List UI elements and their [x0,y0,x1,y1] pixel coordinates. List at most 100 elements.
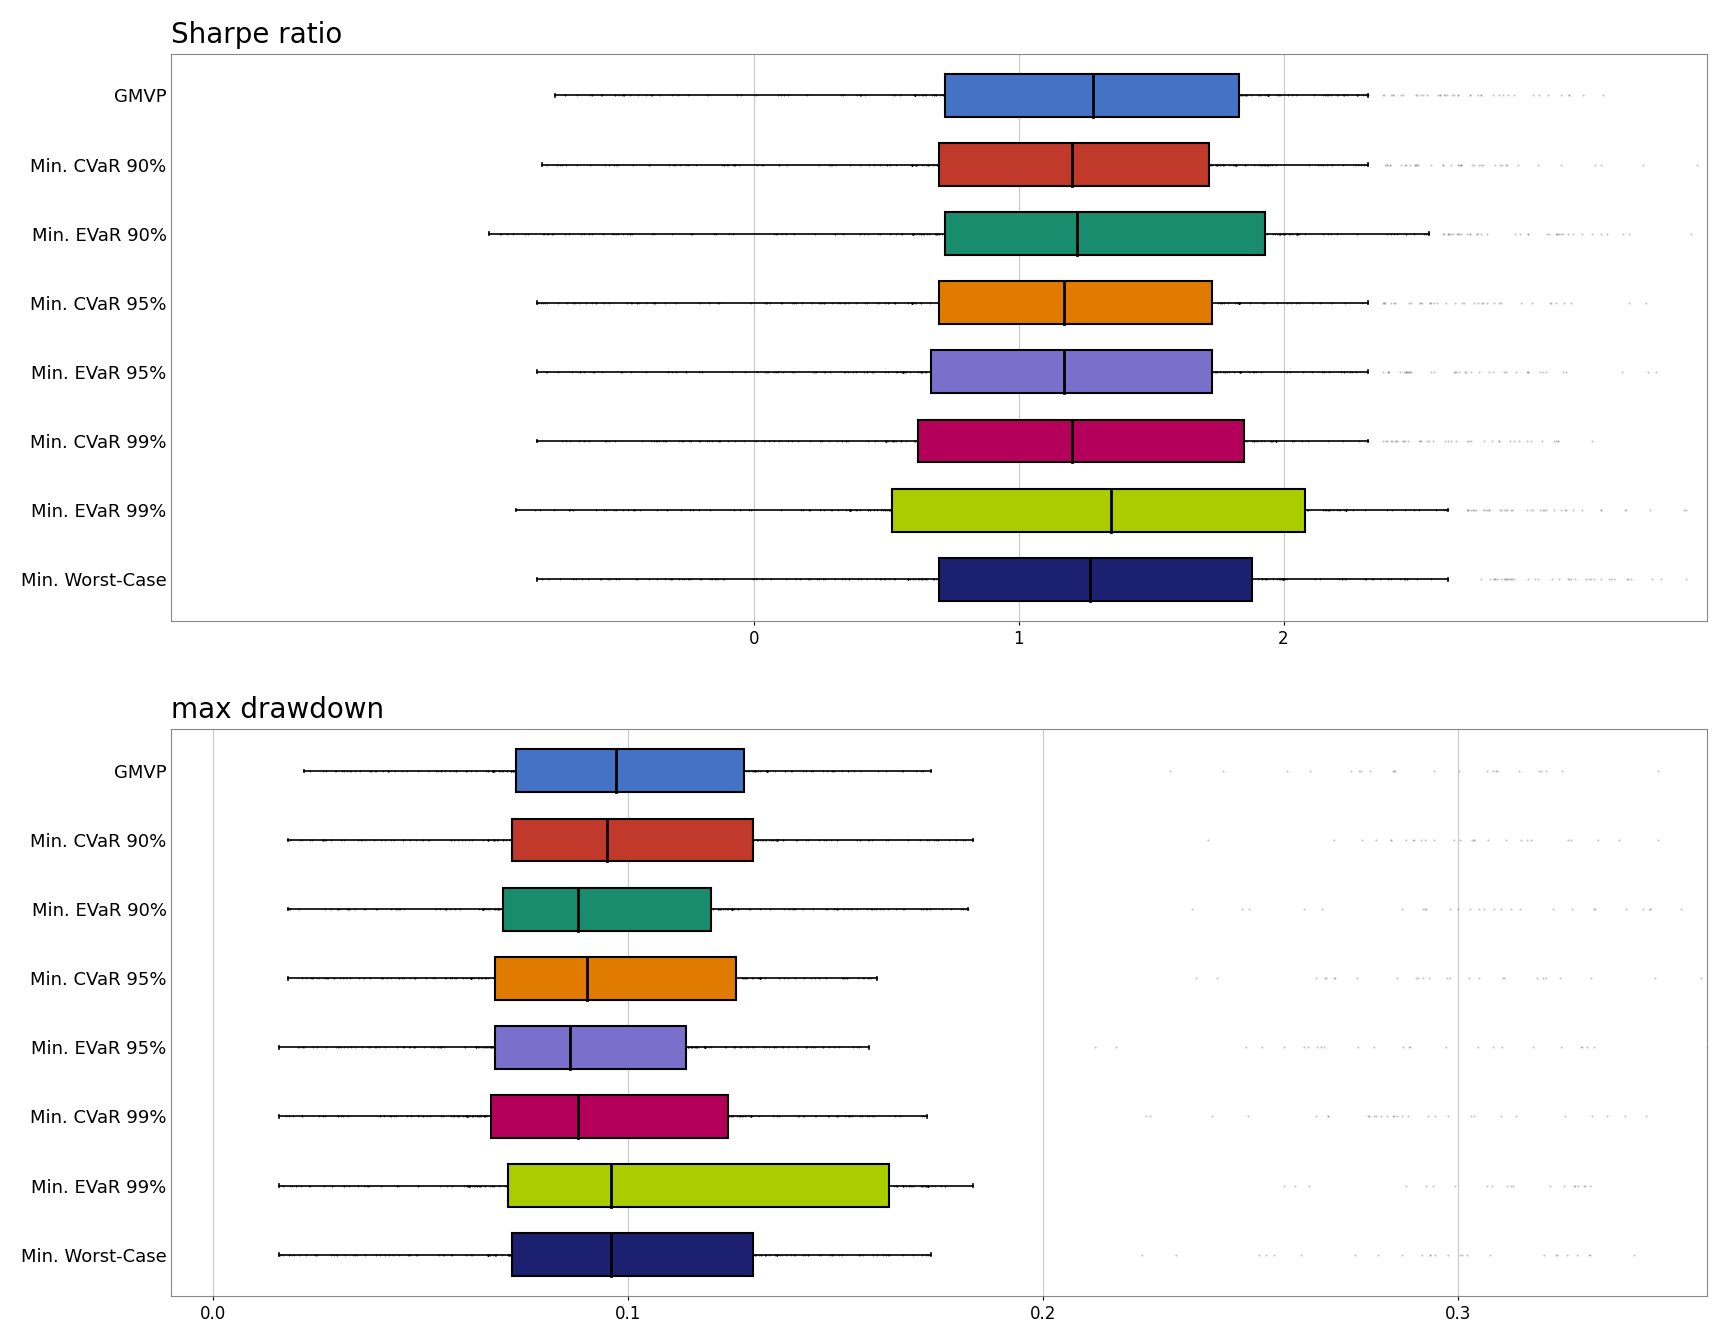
Point [726,500,753,521]
Point [622,761,650,782]
Point [1429,223,1457,245]
Point [1153,569,1180,590]
Point [593,500,620,521]
Point [992,292,1020,313]
Point [579,1245,607,1266]
Point [684,968,712,989]
Point [1305,153,1332,175]
Point [1056,85,1083,106]
Point [1016,292,1044,313]
Point [1035,292,1063,313]
Point [1104,569,1132,590]
Point [1182,500,1210,521]
Point [1533,968,1560,989]
Point [1097,153,1125,175]
Point [1206,153,1234,175]
Point [361,1036,389,1058]
Point [683,968,710,989]
Point [1016,85,1044,106]
Point [1006,223,1033,245]
Point [1147,153,1175,175]
Point [1218,85,1246,106]
Point [907,500,935,521]
Point [1159,500,1187,521]
Point [577,898,605,919]
Point [473,1245,501,1266]
Point [1496,1175,1524,1196]
Point [1189,292,1217,313]
Point [593,1175,620,1196]
Point [1227,362,1255,383]
Point [1331,85,1358,106]
Point [1394,362,1422,383]
Point [805,1245,833,1266]
Point [743,829,771,851]
Point [1056,85,1083,106]
Point [323,898,351,919]
Point [610,829,638,851]
Point [631,898,658,919]
Point [1436,898,1464,919]
Point [1448,153,1476,175]
Point [570,898,598,919]
Point [926,430,954,452]
Point [1011,223,1039,245]
Point [1147,430,1175,452]
Point [1526,500,1553,521]
Point [563,1036,591,1058]
Point [537,1036,565,1058]
Point [586,1036,613,1058]
Point [1059,362,1087,383]
Point [473,829,501,851]
Point [456,1175,484,1196]
Point [477,1245,505,1266]
Point [1096,292,1123,313]
Point [1253,500,1280,521]
Point [890,362,918,383]
Point [658,362,686,383]
Point [909,85,937,106]
Point [933,292,961,313]
Point [899,292,926,313]
Point [1040,153,1068,175]
Point [1194,829,1222,851]
Point [468,898,496,919]
Point [1436,223,1464,245]
Point [945,153,973,175]
Point [632,1036,660,1058]
Point [753,761,781,782]
Point [593,898,620,919]
Point [665,898,693,919]
Point [909,569,937,590]
Point [848,968,876,989]
Point [1075,569,1102,590]
Point [579,968,607,989]
Point [1633,1106,1661,1128]
Point [703,761,731,782]
Point [1111,569,1139,590]
Point [600,761,627,782]
Point [467,968,494,989]
Point [586,829,613,851]
Point [1101,85,1128,106]
Point [848,761,876,782]
Point [579,1036,607,1058]
Point [1121,569,1149,590]
Point [1096,153,1123,175]
Point [591,1245,619,1266]
Point [1490,85,1517,106]
Point [686,1106,714,1128]
Point [1189,430,1217,452]
Point [1102,223,1130,245]
Point [463,1106,491,1128]
Point [971,569,999,590]
Point [710,761,738,782]
Point [924,153,952,175]
Point [525,1175,553,1196]
Point [508,898,536,919]
Point [1255,85,1282,106]
Point [487,968,515,989]
Point [1073,500,1101,521]
Point [740,1175,767,1196]
Point [560,569,588,590]
